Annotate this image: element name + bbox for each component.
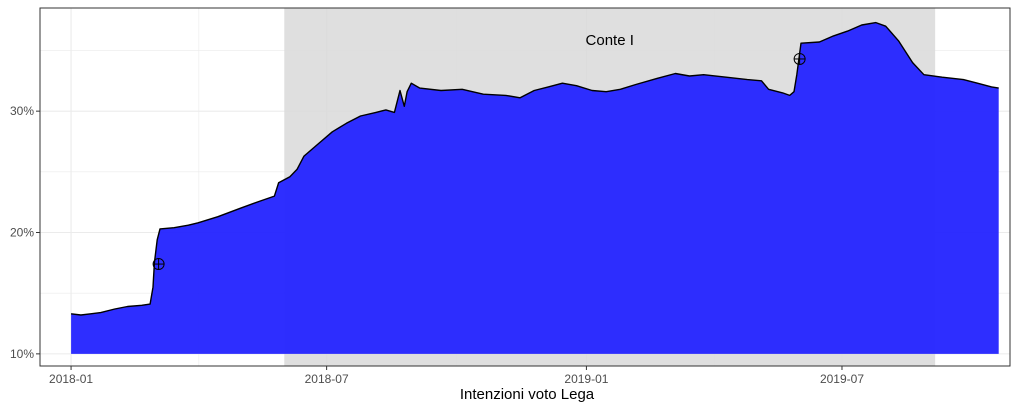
panel-border	[39, 7, 1011, 367]
event-marker	[152, 258, 165, 271]
event-markers	[152, 52, 806, 271]
x-axis-title: Intenzioni voto Lega	[460, 386, 595, 403]
x-axis: 2018-01 2018-07 2019-01 2019-07	[49, 366, 864, 386]
y-tick-label: 20%	[10, 226, 34, 240]
x-tick-label: 2018-01	[49, 372, 93, 386]
series-area	[71, 22, 999, 354]
event-marker	[793, 52, 806, 65]
x-tick-label: 2018-07	[305, 372, 349, 386]
y-axis: 10% 20% 30%	[10, 104, 40, 361]
x-tick-label: 2019-01	[564, 372, 608, 386]
x-tick-label: 2019-07	[820, 372, 864, 386]
conte-band-label: Conte I	[586, 32, 634, 49]
series-line	[71, 21, 999, 316]
y-tick-label: 30%	[10, 104, 34, 118]
y-tick-label: 10%	[10, 347, 34, 361]
